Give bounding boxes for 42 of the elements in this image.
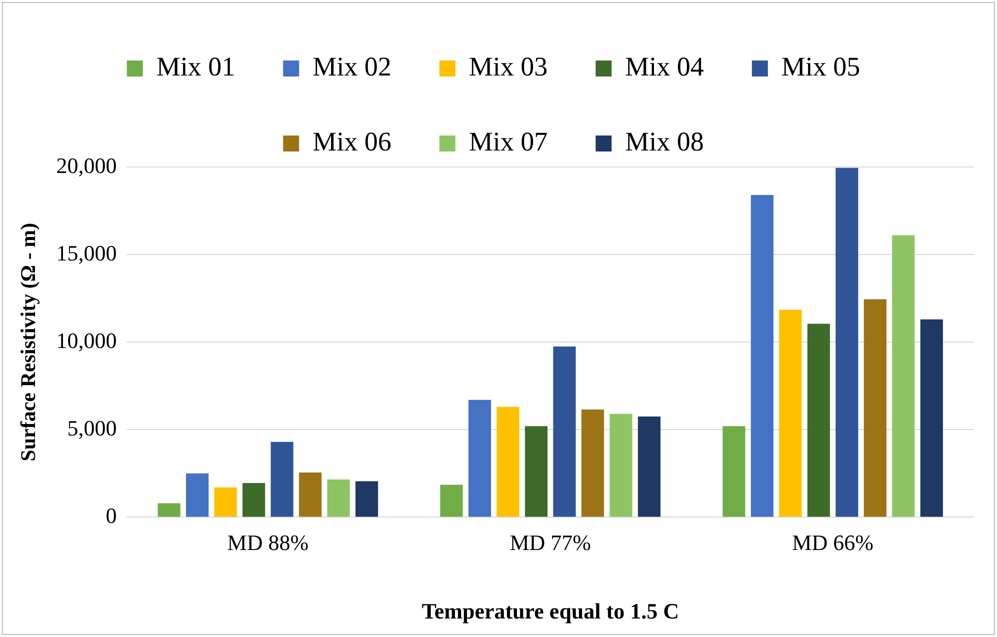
legend-label: Mix 05 — [781, 52, 860, 82]
legend-label: Mix 01 — [156, 52, 236, 82]
bar — [864, 299, 886, 517]
x-tick-label: MD 77% — [510, 530, 591, 556]
bar — [750, 195, 774, 517]
bar — [270, 442, 294, 517]
bar — [638, 416, 660, 517]
bar — [440, 484, 463, 517]
bar — [496, 406, 520, 517]
y-tick-label: 20,000 — [56, 152, 117, 178]
x-tick-label: MD 88% — [227, 530, 309, 556]
legend-label: Mix 02 — [312, 52, 392, 82]
bar — [158, 503, 180, 517]
legend-label: Mix 08 — [625, 126, 704, 157]
bar — [355, 481, 378, 517]
x-tick-label: MD 66% — [792, 530, 874, 556]
bar — [468, 400, 492, 517]
legend-label: Mix 04 — [625, 52, 704, 82]
y-tick-label: 15,000 — [56, 240, 117, 266]
y-tick-label: 10,000 — [56, 328, 117, 353]
bar — [920, 319, 943, 517]
bar — [524, 426, 548, 517]
legend-label: Mix 07 — [468, 126, 548, 157]
y-tick-label: 5,000 — [67, 415, 117, 440]
bar — [836, 168, 858, 517]
legend-label: Mix 06 — [312, 126, 392, 157]
bar — [242, 483, 266, 517]
bar — [553, 346, 576, 517]
bar — [779, 310, 802, 517]
y-axis-title: Surface Resistivity (Ω - m) — [16, 222, 40, 462]
bar — [807, 324, 830, 517]
bar — [892, 235, 915, 517]
bar — [722, 426, 746, 517]
bar — [610, 414, 632, 517]
bar — [186, 473, 209, 517]
y-tick-label: 0 — [106, 502, 117, 528]
legend-label: Mix 03 — [468, 52, 548, 82]
bar — [327, 480, 350, 517]
bar — [214, 487, 237, 517]
bar — [298, 472, 322, 517]
bar — [581, 410, 604, 517]
x-axis-title: Temperature equal to 1.5 C — [422, 598, 679, 624]
